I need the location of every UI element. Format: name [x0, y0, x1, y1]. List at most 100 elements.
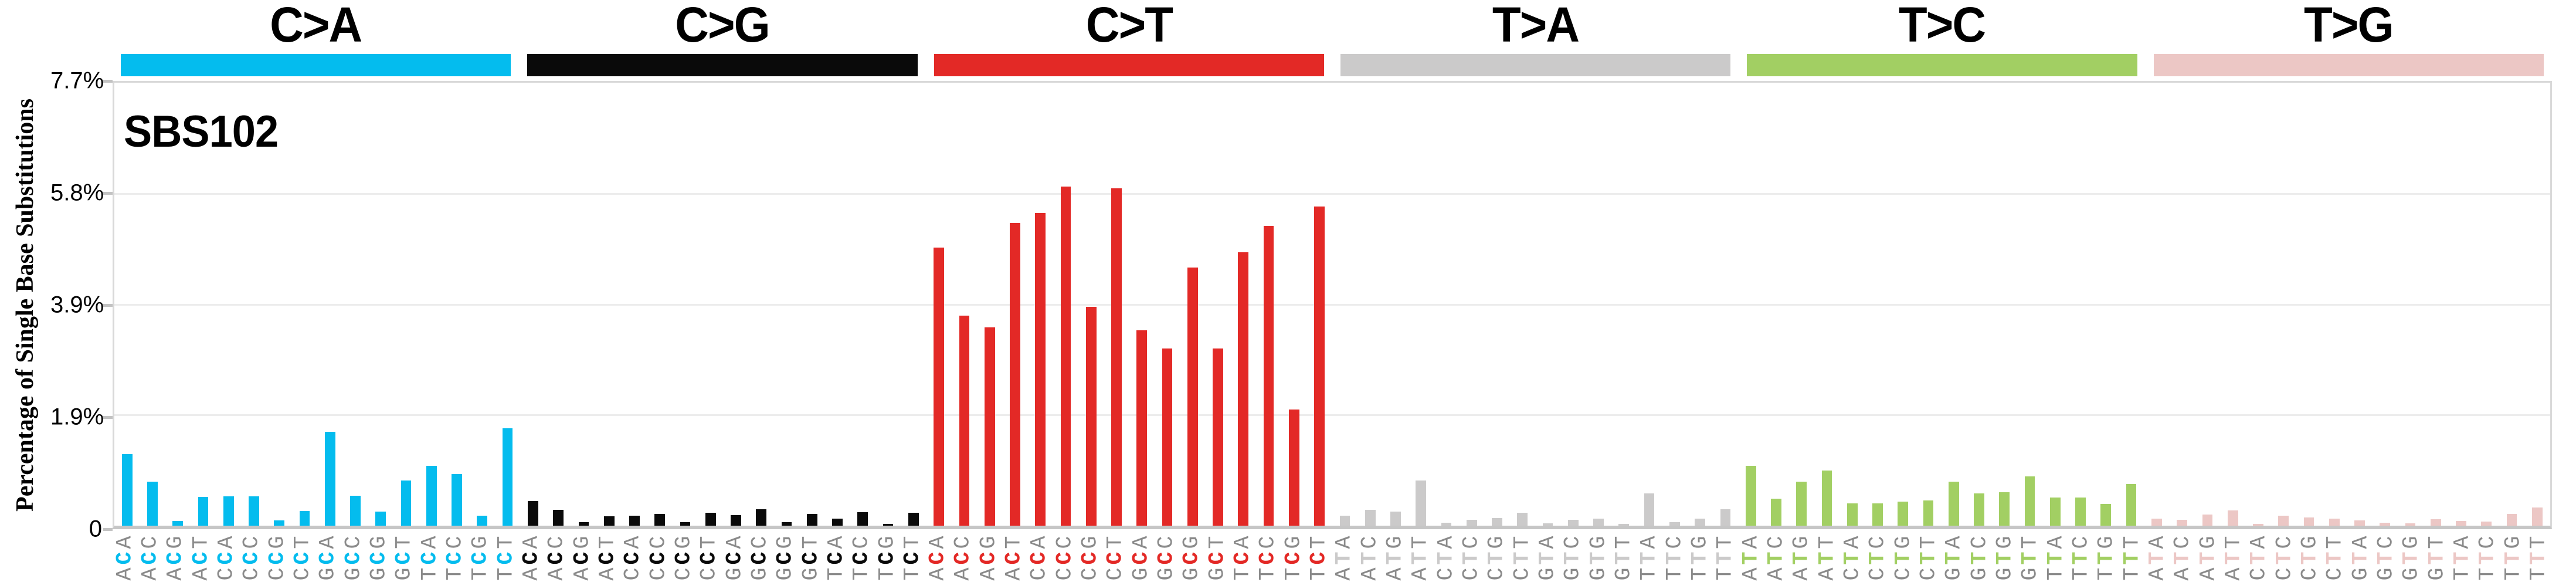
bar-slot [2474, 83, 2499, 526]
bar-CtoT-CCG [1085, 307, 1097, 526]
bar-TtoA-TTA [1644, 493, 1655, 526]
bar-CtoA-GCG [375, 512, 386, 526]
bar-TtoC-GTC [1974, 493, 1984, 526]
bar-TtoG-TTT [2532, 507, 2543, 526]
bar-slot [1459, 83, 1484, 526]
y-axis-title: Percentage of Single Base Substitutions [12, 99, 39, 512]
bar-slot [1662, 83, 1687, 526]
bar-slot [1916, 83, 1941, 526]
bar-TtoA-GTC [1567, 520, 1579, 526]
bar-slot [1891, 83, 1916, 526]
bar-slot [2042, 83, 2068, 526]
bar-TtoC-GTT [2024, 476, 2035, 526]
bar-CtoT-ACT [1010, 223, 1020, 526]
bar-slot [495, 83, 520, 526]
bar-slot [1053, 83, 1078, 526]
bar-CtoG-TCA [832, 519, 843, 526]
bar-TtoA-ATT [1416, 480, 1427, 526]
bar-slot [1434, 83, 1459, 526]
bar-CtoT-TCC [1263, 226, 1274, 526]
bar-slot [622, 83, 647, 526]
bar-TtoG-CTC [2278, 516, 2289, 526]
bar-CtoT-ACA [934, 248, 944, 526]
bar-slot [114, 83, 140, 526]
gridline [114, 192, 2550, 195]
bar-slot [2373, 83, 2398, 526]
y-tick-label: 0 [89, 516, 102, 542]
bar-CtoA-TCC [452, 473, 462, 526]
bar-slot [1966, 83, 1991, 526]
bar-slot [1281, 83, 1306, 526]
bar-CtoG-ACG [578, 522, 589, 526]
bar-slot [444, 83, 469, 526]
y-tick-label: 5.8% [50, 180, 104, 206]
bar-CtoA-CCG [274, 520, 285, 526]
bar-TtoC-CTG [1898, 501, 1909, 526]
group-header-label: C>T [1085, 0, 1173, 52]
y-tick-mark [103, 528, 113, 531]
bar-slot [647, 83, 673, 526]
bar-slot [2448, 83, 2473, 526]
bar-slot [2499, 83, 2524, 526]
bar-TtoC-ATT [1821, 470, 1832, 526]
bar-slot [2093, 83, 2119, 526]
plot-area: SBS102 [113, 81, 2552, 529]
bar-CtoA-CCA [223, 496, 234, 526]
bar-TtoC-TTC [2075, 497, 2086, 526]
bar-CtoT-GCG [1187, 267, 1198, 526]
y-tick-mark [103, 304, 113, 307]
bar-TtoG-ATC [2177, 520, 2188, 526]
bar-TtoA-ATA [1339, 516, 1350, 526]
bar-slot [292, 83, 317, 526]
bar-slot [749, 83, 774, 526]
bar-CtoA-ACT [198, 496, 209, 526]
bar-TtoC-ATC [1771, 498, 1781, 526]
bar-slot [165, 83, 191, 526]
group-header: C>A [113, 0, 519, 76]
bar-slot [571, 83, 596, 526]
bar-TtoG-GTG [2405, 523, 2416, 526]
bar-slot [850, 83, 875, 526]
bar-slot [1028, 83, 1053, 526]
bar-slot [216, 83, 241, 526]
bar-slot [723, 83, 748, 526]
group-color-strip [527, 54, 918, 76]
bar-slot [1637, 83, 1662, 526]
bar-slot [2068, 83, 2093, 526]
bar-slot [267, 83, 292, 526]
bar-TtoC-TTG [2100, 503, 2112, 526]
bar-CtoG-ACA [528, 500, 538, 526]
bar-TtoG-GTA [2354, 520, 2365, 526]
